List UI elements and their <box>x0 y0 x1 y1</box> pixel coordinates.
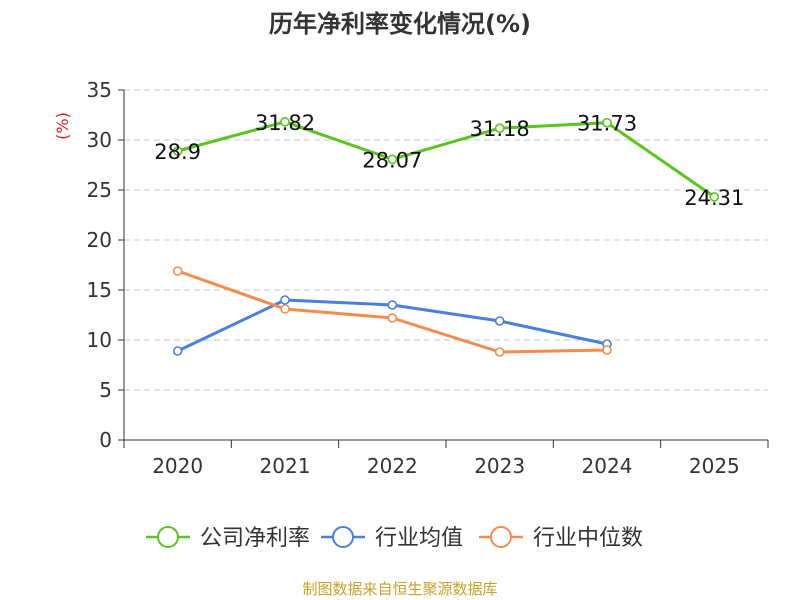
y-tick-label: 30 <box>87 128 112 152</box>
data-point <box>280 304 290 314</box>
data-point <box>172 346 183 356</box>
data-point <box>387 300 398 310</box>
data-point <box>172 146 183 156</box>
data-point <box>602 345 612 355</box>
data-point <box>494 316 505 326</box>
series-line <box>177 269 608 354</box>
x-tick-label: 2025 <box>689 454 740 478</box>
y-tick-label: 10 <box>87 328 112 352</box>
data-point <box>172 266 183 276</box>
data-point <box>494 347 505 357</box>
legend-swatch-marker <box>157 526 179 548</box>
x-tick-label: 2024 <box>582 454 633 478</box>
data-point <box>387 313 398 323</box>
y-tick-label: 5 <box>99 378 112 402</box>
y-tick-label: 20 <box>87 228 112 252</box>
data-point <box>494 123 505 133</box>
x-tick-label: 2021 <box>260 454 311 478</box>
legend-swatch-marker <box>332 526 354 548</box>
legend-swatch-marker <box>490 526 512 548</box>
legend-label: 公司净利率 <box>200 526 310 551</box>
data-label: 28.07 <box>362 148 422 172</box>
y-tick-label: 25 <box>87 178 112 202</box>
y-tick-label: 35 <box>87 78 112 102</box>
legend-label: 行业均值 <box>375 526 463 551</box>
y-tick-label: 0 <box>99 428 112 452</box>
x-tick-label: 2022 <box>367 454 418 478</box>
y-axis-label: (%) <box>53 112 72 140</box>
y-tick-label: 15 <box>87 278 112 302</box>
data-point <box>280 117 290 127</box>
data-label: 31.18 <box>470 117 530 141</box>
source-note: 制图数据来自恒生聚源数据库 <box>302 580 498 598</box>
data-label: 31.73 <box>577 112 637 136</box>
legend-label: 行业中位数 <box>533 526 643 551</box>
data-label: 28.9 <box>154 140 201 164</box>
series-line <box>177 120 716 199</box>
x-tick-label: 2020 <box>152 454 203 478</box>
data-point <box>387 154 398 165</box>
data-label: 24.31 <box>684 186 744 210</box>
chart-title: 历年净利率变化情况(%) <box>269 10 531 38</box>
x-tick-label: 2023 <box>474 454 525 478</box>
data-label: 31.82 <box>255 111 315 135</box>
data-point <box>280 295 290 305</box>
data-point <box>602 117 612 128</box>
data-point <box>709 192 720 202</box>
